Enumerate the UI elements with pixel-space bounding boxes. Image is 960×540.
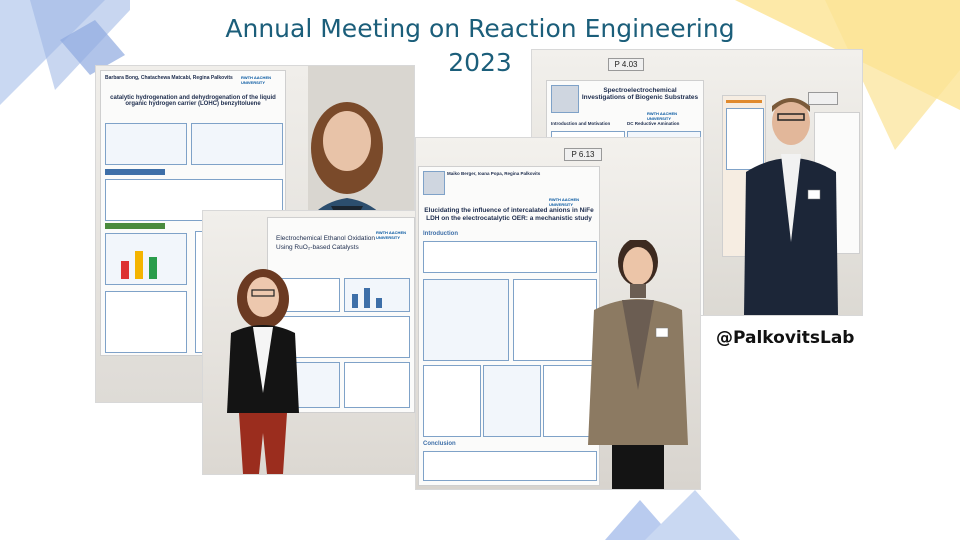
photo-center: P 6.13 Maiko Berger, Ioana Popa, Regina … [416, 138, 700, 489]
slide-title-line1: Annual Meeting on Reaction Engineering [225, 14, 735, 43]
poster-center: Maiko Berger, Ioana Popa, Regina Palkovi… [418, 166, 600, 486]
poster-logo: RWTH AACHEN UNIVERSITY [549, 197, 579, 207]
bottom-center-decoration [605, 490, 740, 540]
poster-title: Elucidating the influence of intercalate… [424, 207, 594, 222]
poster-logo: RWTH AACHEN UNIVERSITY [241, 75, 271, 85]
section-conclusion: Conclusion [423, 441, 456, 447]
poster-logo: RWTH AACHEN UNIVERSITY [376, 230, 406, 240]
person-bottom-left [227, 269, 299, 474]
slide-title: Annual Meeting on Reaction Engineering 2… [0, 12, 960, 80]
section-intro: Introduction [423, 231, 458, 237]
poster-authors: Maiko Berger, Ioana Popa, Regina Palkovi… [447, 171, 541, 176]
poster-logo: RWTH AACHEN UNIVERSITY [647, 111, 677, 121]
person-top-right [744, 98, 838, 315]
section-dc: DC Reductive Amination [627, 121, 680, 126]
poster-title: Spectroelectrochemical Investigations of… [581, 87, 699, 101]
poster-title: Electrochemical Ethanol Oxidation Using … [276, 235, 375, 251]
poster-title: catalytic hydrogenation and dehydrogenat… [110, 95, 276, 107]
poster-tag-p408 [808, 92, 838, 105]
poster-tag-p403: P 4.03 [608, 58, 644, 71]
poster-tag-p613: P 6.13 [564, 148, 602, 161]
lab-handle: @PalkovitsLab [716, 328, 855, 348]
photo-bottom-left: Electrochemical Ethanol Oxidation Using … [203, 211, 418, 474]
person-center [588, 240, 688, 489]
poster-authors: Barbara Bong, Chatachewa Matcabi, Regina… [105, 75, 233, 81]
section-intro: Introduction and Motivation [551, 121, 611, 126]
top-left-decoration [0, 0, 130, 105]
slide-title-line2: 2023 [448, 48, 512, 77]
